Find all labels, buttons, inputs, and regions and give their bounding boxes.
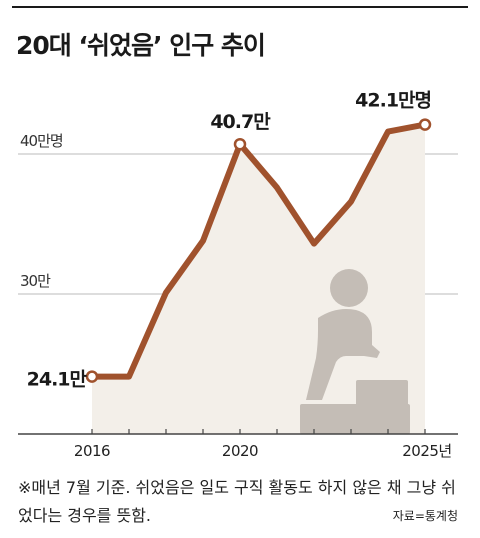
data-point-marker (418, 118, 432, 131)
x-tick-label: 2025년 (402, 442, 451, 460)
chart-labels: 24.1만 40.7만 42.1만명 (27, 90, 432, 391)
data-label: 42.1만명 (355, 90, 431, 112)
chart-title: 20대 ‘쉬었음’ 인구 추이 (16, 31, 266, 60)
source-credit: 자료=통계청 (392, 509, 458, 523)
data-label: 40.7만 (210, 111, 271, 133)
data-label: 24.1만 (27, 369, 88, 391)
data-markers (85, 118, 432, 383)
y-tick-label: 40만명 (20, 132, 63, 150)
footnote: ※매년 7월 기준. 쉬었음은 일도 구직 활동도 하지 않은 채 그냥 쉬었다… (18, 478, 456, 525)
data-point-marker (233, 137, 247, 151)
y-tick-label: 30만 (20, 272, 51, 290)
top-rule (12, 6, 468, 8)
x-tick-label: 2016 (74, 442, 110, 460)
x-axis-ticks: 2016 2020 2025년 (74, 429, 452, 460)
series-line (89, 121, 428, 380)
seated-resting-person-icon (300, 269, 410, 434)
data-point-marker (85, 370, 99, 383)
x-tick-label: 2020 (222, 442, 258, 460)
